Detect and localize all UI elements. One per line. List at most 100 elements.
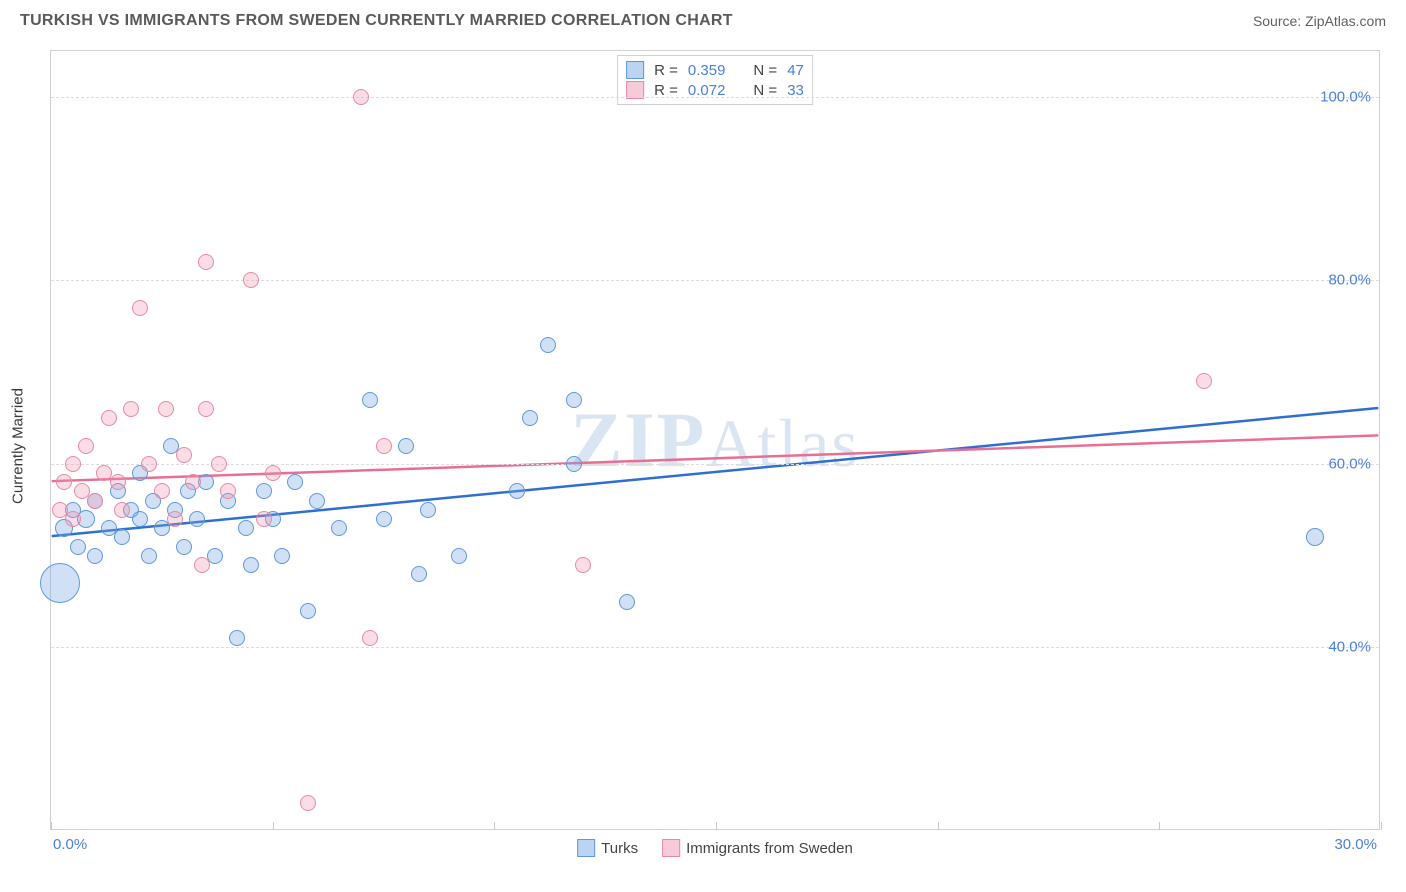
point-sweden [87,493,103,509]
n-value: 47 [787,62,804,79]
watermark-atlas: Atlas [706,405,860,481]
point-sweden [198,254,214,270]
point-turks [40,563,80,603]
point-sweden [265,465,281,481]
point-sweden [211,456,227,472]
point-turks [274,548,290,564]
point-turks [189,511,205,527]
y-axis-label: Currently Married [10,388,27,504]
n-label: N = [753,62,777,79]
point-turks [509,483,525,499]
x-tick-label-max: 30.0% [1334,836,1377,853]
point-turks [238,520,254,536]
point-sweden [300,795,316,811]
point-sweden [256,511,272,527]
point-sweden [376,438,392,454]
point-turks [309,493,325,509]
point-sweden [176,447,192,463]
legend-label: Immigrants from Sweden [686,840,853,857]
point-sweden [78,438,94,454]
point-sweden [243,272,259,288]
point-turks [114,529,130,545]
point-turks [256,483,272,499]
point-sweden [198,401,214,417]
point-turks [287,474,303,490]
point-sweden [114,502,130,518]
point-sweden [110,474,126,490]
point-sweden [575,557,591,573]
point-turks [229,630,245,646]
point-turks [87,548,103,564]
watermark-zip: ZIP [570,396,706,483]
y-tick-label: 60.0% [1328,455,1371,472]
point-sweden [141,456,157,472]
point-turks [1306,528,1324,546]
trendline [52,435,1379,481]
plot-area: ZIPAtlas R =0.359N =47R =0.072N =33 Turk… [50,50,1380,830]
source-label: Source: ZipAtlas.com [1253,13,1386,29]
y-tick-label: 40.0% [1328,639,1371,656]
point-sweden [154,483,170,499]
point-sweden [167,511,183,527]
point-sweden [65,511,81,527]
point-sweden [65,456,81,472]
point-sweden [220,483,236,499]
x-tick-label-min: 0.0% [53,836,87,853]
trendline [52,408,1379,536]
point-sweden [362,630,378,646]
x-tick [1159,822,1160,830]
legend-swatch [626,61,644,79]
y-tick-label: 80.0% [1328,272,1371,289]
point-turks [619,594,635,610]
point-sweden [56,474,72,490]
point-turks [300,603,316,619]
title-bar: TURKISH VS IMMIGRANTS FROM SWEDEN CURREN… [0,0,1406,38]
x-tick [1381,822,1382,830]
legend-item: Turks [577,839,638,857]
point-turks [540,337,556,353]
point-turks [141,548,157,564]
chart-title: TURKISH VS IMMIGRANTS FROM SWEDEN CURREN… [20,12,733,30]
point-turks [451,548,467,564]
trendlines-svg [51,51,1379,829]
point-sweden [185,474,201,490]
gridline-h [51,647,1379,648]
point-turks [207,548,223,564]
x-tick [273,822,274,830]
x-tick [716,822,717,830]
legend-series: Turks Immigrants from Sweden [577,839,853,857]
point-sweden [132,300,148,316]
point-turks [566,456,582,472]
x-tick [51,822,52,830]
point-sweden [158,401,174,417]
legend-item: Immigrants from Sweden [662,839,853,857]
point-sweden [194,557,210,573]
point-turks [243,557,259,573]
legend-row: R = 0.359 N = 47 [626,60,804,80]
point-turks [176,539,192,555]
y-tick-label: 100.0% [1320,88,1371,105]
point-turks [362,392,378,408]
point-sweden [101,410,117,426]
x-tick [494,822,495,830]
point-turks [566,392,582,408]
point-sweden [1196,373,1212,389]
point-sweden [123,401,139,417]
point-sweden [353,89,369,105]
point-turks [70,539,86,555]
point-turks [411,566,427,582]
point-turks [398,438,414,454]
watermark: ZIPAtlas [570,395,860,485]
point-turks [132,511,148,527]
r-label: R = [654,62,678,79]
point-turks [522,410,538,426]
x-tick [938,822,939,830]
legend-swatch [577,839,595,857]
gridline-h [51,464,1379,465]
legend-swatch [662,839,680,857]
point-turks [331,520,347,536]
point-turks [420,502,436,518]
point-turks [376,511,392,527]
gridline-h [51,97,1379,98]
r-value: 0.359 [688,62,726,79]
